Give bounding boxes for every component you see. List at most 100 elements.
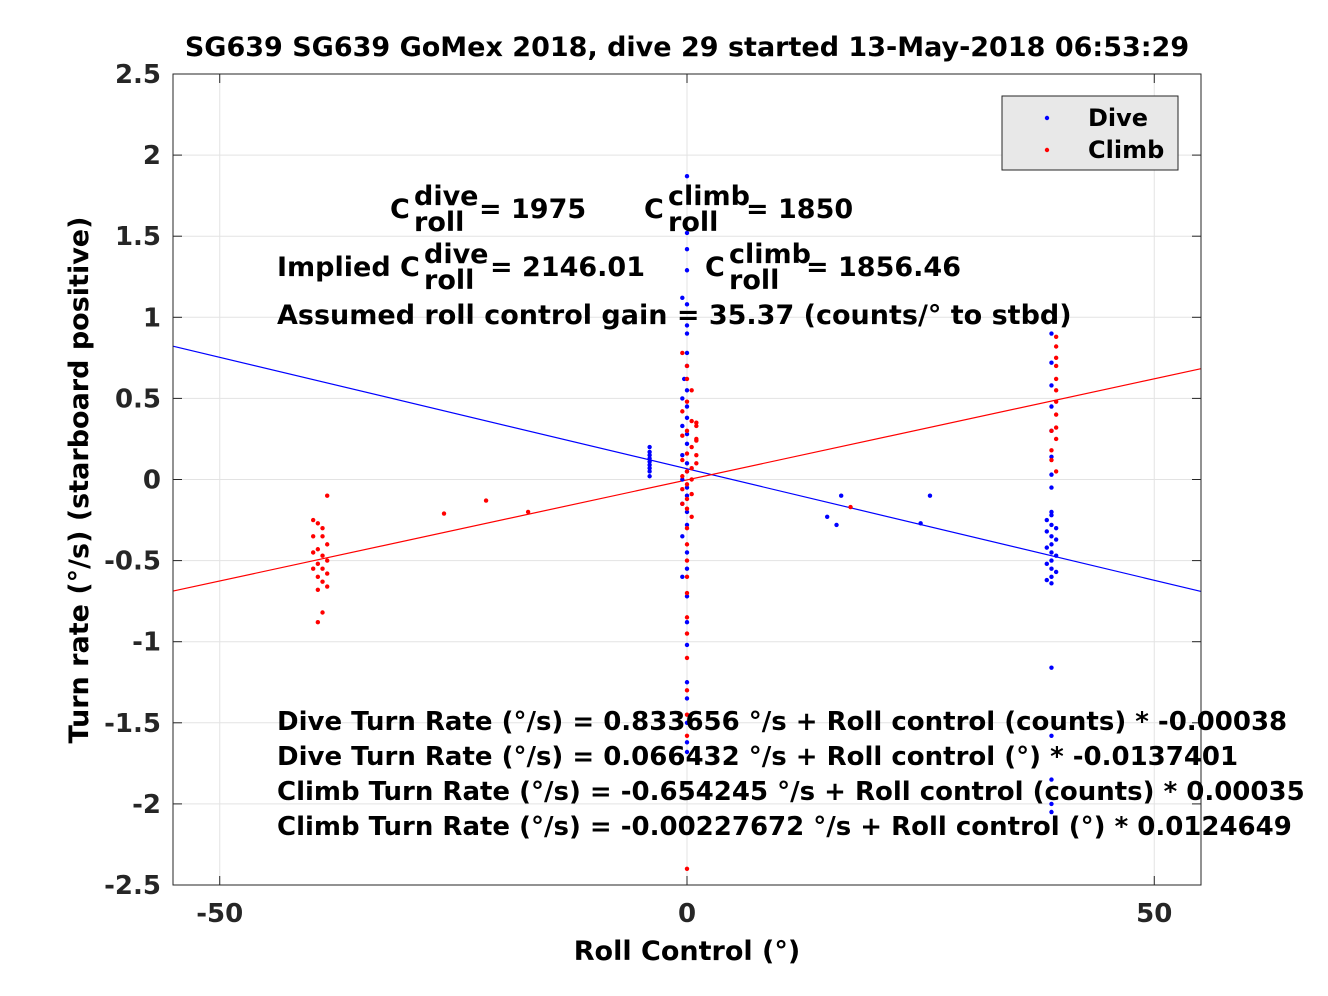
climb-point — [684, 525, 690, 531]
climb-point — [325, 493, 330, 498]
climb-point — [684, 469, 690, 474]
dive-point — [1049, 566, 1054, 571]
dive-point — [1049, 512, 1054, 518]
y-tick-label: 1 — [143, 303, 161, 333]
dive-point — [684, 749, 690, 755]
dive-point — [647, 462, 652, 468]
dive-point — [1049, 404, 1054, 409]
climb-point — [1049, 448, 1054, 453]
c-roll-dive-superscript: dive — [414, 181, 479, 212]
implied-climb-superscript: climb — [729, 239, 811, 270]
dive-point — [839, 493, 844, 498]
climb-point — [684, 558, 690, 563]
dive-point — [684, 246, 690, 252]
climb-point — [315, 574, 321, 580]
climb-point — [680, 457, 685, 463]
dive-point — [647, 449, 652, 455]
dive-point — [684, 680, 690, 685]
dive-point — [1053, 537, 1059, 542]
dive-point — [1049, 801, 1054, 807]
ticks: -50 0 50 2.5 2 1.5 1 0.5 0 -0.5 -1 -1.5 -2 -2.5 — [104, 60, 1201, 929]
dive-point — [684, 268, 690, 273]
dive-point — [684, 230, 690, 236]
implied-prefix: Implied C — [277, 252, 420, 283]
dive-point — [1053, 569, 1059, 575]
x-tick-label: 0 — [678, 899, 696, 929]
x-tick-label: -50 — [196, 899, 243, 929]
dive-point — [684, 323, 690, 328]
climb-point — [694, 420, 699, 425]
dive-point — [684, 485, 690, 490]
legend-box — [1001, 95, 1179, 171]
dive-point — [680, 452, 685, 458]
y-tick-label: 0 — [143, 466, 161, 496]
climb-point — [310, 534, 316, 539]
dive-point — [1049, 809, 1054, 815]
climb-point — [684, 428, 690, 434]
implied-climb-value: = 1856.46 — [806, 252, 961, 283]
legend-label-climb: Climb — [1088, 136, 1164, 164]
climb-point — [441, 511, 447, 516]
climb-point — [325, 542, 330, 547]
dive-point — [1049, 777, 1054, 782]
climb-point — [320, 610, 325, 615]
y-tick-label: 2 — [143, 141, 161, 171]
dive-point — [684, 388, 690, 393]
c-roll-climb-symbol: C — [644, 194, 664, 225]
equation-dive-counts: Dive Turn Rate (°/s) = 0.833656 °/s + Ro… — [277, 707, 1287, 737]
dive-point — [684, 566, 690, 571]
dive-point — [1049, 509, 1054, 515]
dive-point — [1049, 454, 1054, 459]
dive-point — [684, 404, 690, 409]
dive-point — [684, 720, 690, 725]
climb-point — [689, 418, 694, 424]
climb-point — [684, 482, 690, 487]
climb-point — [684, 496, 690, 502]
dive-point — [684, 350, 690, 356]
dive-point — [684, 509, 690, 515]
climb-point — [680, 474, 685, 479]
dive-point — [647, 452, 652, 458]
climb-point — [320, 525, 325, 531]
dive-point — [1049, 485, 1054, 490]
dive-point — [684, 594, 690, 599]
climb-point — [320, 579, 325, 584]
dive-point — [684, 696, 690, 701]
climb-point — [680, 350, 685, 356]
climb-point — [689, 514, 694, 520]
dive-point — [1044, 561, 1050, 567]
dive-point — [1049, 522, 1054, 528]
dive-point — [647, 459, 652, 464]
climb-point — [684, 590, 690, 596]
x-axis-label: Roll Control (°) — [574, 936, 800, 967]
climb-point — [684, 574, 690, 580]
climb-point — [1053, 469, 1059, 474]
climb-point — [315, 620, 321, 625]
dive-point — [684, 461, 690, 466]
dive-point — [1049, 733, 1054, 738]
dive-point — [680, 396, 685, 401]
climb-point — [325, 558, 330, 563]
climb-point — [684, 655, 690, 661]
climb-point — [684, 631, 690, 636]
dive-point — [647, 444, 652, 450]
dive-point — [684, 550, 690, 555]
equation-climb-counts: Climb Turn Rate (°/s) = -0.654245 °/s + … — [277, 777, 1305, 807]
dive-point — [1049, 360, 1054, 365]
climb-point — [315, 521, 321, 526]
climb-point — [1053, 334, 1059, 339]
dive-point — [1049, 331, 1054, 336]
legend-marker-climb — [1044, 147, 1050, 153]
climb-point — [315, 587, 321, 592]
y-tick-label: -0.5 — [104, 547, 161, 577]
dive-point — [680, 534, 685, 539]
dive-point — [1049, 665, 1054, 670]
climb-point — [689, 444, 694, 450]
climb-fit-line — [172, 368, 1202, 592]
climb-point — [1053, 355, 1059, 361]
climb-point — [320, 553, 325, 558]
implied-dive-value: = 2146.01 — [490, 252, 645, 283]
chart-title: SG639 SG639 GoMex 2018, dive 29 started … — [185, 32, 1189, 63]
climb-point — [689, 491, 694, 497]
